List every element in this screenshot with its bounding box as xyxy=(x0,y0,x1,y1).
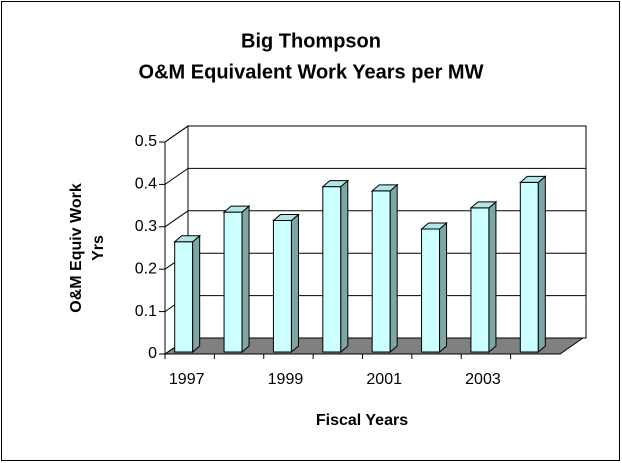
x-tick-label: 2003 xyxy=(465,371,501,388)
y-tick-label: 0.2 xyxy=(135,260,157,277)
x-axis-title: Fiscal Years xyxy=(316,412,408,429)
bar-side xyxy=(340,179,349,354)
bar-top xyxy=(173,235,202,243)
bar-side xyxy=(537,175,546,354)
x-tick-label: 1997 xyxy=(169,371,205,388)
grid-line xyxy=(164,167,189,185)
bar-top xyxy=(420,222,448,230)
grid-line xyxy=(164,210,189,228)
bar-front xyxy=(272,220,292,353)
bar xyxy=(321,179,350,354)
chart-title: O&M Equivalent Work Years per MW xyxy=(139,61,484,83)
y-tick-label: 0.1 xyxy=(135,303,157,320)
bar-side xyxy=(439,221,448,354)
bar xyxy=(518,175,547,354)
y-tick-label: 0.3 xyxy=(135,218,157,235)
bar-top xyxy=(222,205,251,213)
bar-top xyxy=(272,214,300,222)
bar-top xyxy=(518,175,547,183)
bar-front xyxy=(421,228,441,353)
y-tick-label: 0.4 xyxy=(135,176,157,193)
bar-front xyxy=(322,186,342,353)
bar-front xyxy=(174,241,194,353)
bar xyxy=(370,183,399,354)
bar-side xyxy=(192,234,201,354)
x-tick-label: 2001 xyxy=(366,371,402,388)
bar xyxy=(469,200,498,354)
x-tick-label: 1999 xyxy=(268,371,304,388)
bar-side xyxy=(290,213,299,354)
bar-front xyxy=(223,211,243,353)
bar-front xyxy=(470,207,490,353)
y-tick-label: 0.5 xyxy=(135,133,157,150)
bar-top xyxy=(321,180,350,188)
grid-line xyxy=(164,125,189,143)
bar-side xyxy=(241,204,250,354)
bar-front xyxy=(371,190,391,353)
y-axis-title-line: Yrs xyxy=(90,235,107,261)
bar xyxy=(173,234,202,354)
y-axis-title: O&M Equiv Work Yrs xyxy=(68,183,107,313)
bar-top xyxy=(469,201,498,209)
bar-side xyxy=(488,200,497,354)
bar-side xyxy=(389,183,398,354)
bar xyxy=(420,221,448,354)
y-tick-label: 0 xyxy=(148,345,157,362)
y-axis-title-line: O&M Equiv Work xyxy=(68,183,85,313)
chart-title: Big Thompson xyxy=(241,30,381,52)
bar xyxy=(222,204,251,354)
bar xyxy=(272,213,300,354)
bar-front xyxy=(519,181,539,353)
bar-top xyxy=(370,184,399,192)
